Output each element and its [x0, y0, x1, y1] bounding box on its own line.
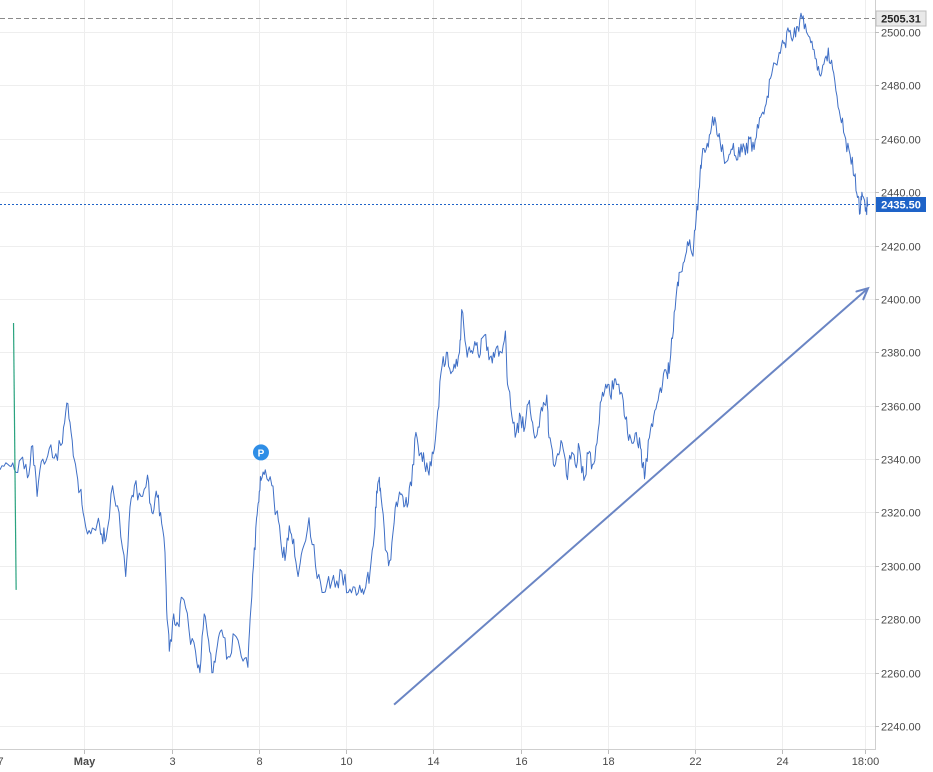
event-marker-label: P [258, 448, 265, 459]
x-tick-label: 24 [776, 756, 788, 768]
grid [0, 0, 875, 749]
y-tick-label: 2320.00 [881, 508, 921, 520]
y-tick-label: 2440.00 [881, 188, 921, 200]
vertical-line-drawing [12, 322, 17, 590]
y-tick-label: 2380.00 [881, 348, 921, 360]
x-tick-label: 27 [0, 756, 4, 768]
x-axis[interactable]: 27 May 3 8 10 14 16 18 22 24 18:00 [0, 750, 879, 768]
x-tick-label: 18:00 [852, 756, 880, 768]
x-tick-label: 8 [256, 756, 262, 768]
x-tick-label: 3 [169, 756, 175, 768]
x-tick-label: 16 [515, 756, 527, 768]
y-tick-label: 2280.00 [881, 615, 921, 627]
trend-arrow-line[interactable] [393, 287, 869, 706]
y-tick-label: 2480.00 [881, 81, 921, 93]
y-tick-label: 2300.00 [881, 562, 921, 574]
reference-lines [0, 18, 875, 205]
event-marker-badge[interactable] [252, 444, 269, 461]
y-tick-label: 2500.00 [881, 28, 921, 40]
y-axis[interactable]: 2240.00 2260.00 2280.00 2300.00 2320.00 2340.… [875, 28, 921, 734]
x-tick-label: 10 [340, 756, 352, 768]
y-tick-label: 2360.00 [881, 402, 921, 414]
annotations: P [12, 286, 870, 706]
y-tick-label: 2400.00 [881, 295, 921, 307]
current-price-tag [876, 197, 926, 212]
high-price-tag [875, 10, 927, 27]
x-tick-label: 22 [689, 756, 701, 768]
y-tick-label: 2420.00 [881, 242, 921, 254]
current-price-label: 2435.50 [881, 200, 921, 212]
x-tick-label: 18 [602, 756, 614, 768]
series-layer [0, 12, 869, 674]
y-tick-label: 2260.00 [881, 669, 921, 681]
y-tick-label: 2340.00 [881, 455, 921, 467]
x-tick-label: May [74, 756, 96, 768]
high-price-label: 2505.31 [881, 14, 921, 26]
price-tags: 2505.31 2435.50 [875, 10, 927, 212]
trend-arrow-head [855, 286, 870, 301]
y-tick-label: 2240.00 [881, 722, 921, 734]
x-tick-label: 14 [427, 756, 439, 768]
y-tick-label: 2460.00 [881, 135, 921, 147]
price-series-line [0, 12, 869, 674]
